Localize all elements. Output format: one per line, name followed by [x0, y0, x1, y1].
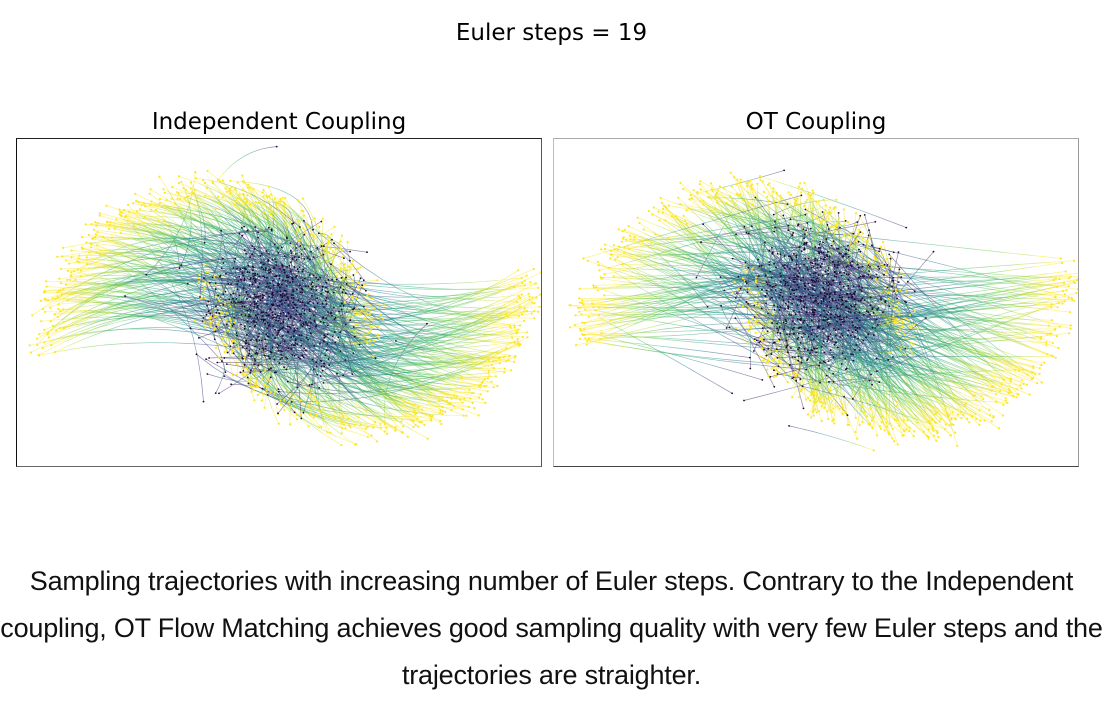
figure-suptitle: Euler steps = 19 [455, 20, 648, 46]
plot-ot-coupling [553, 138, 1079, 467]
figure-caption: Sampling trajectories with increasing nu… [0, 566, 1103, 690]
plot-independent-coupling [16, 138, 542, 467]
trajectory-lines [29, 146, 541, 446]
trajectory-plot-independent [28, 145, 541, 447]
trajectory-plot-ot [568, 169, 1078, 452]
panel-title-independent: Independent Coupling [151, 109, 407, 135]
source-points [695, 169, 935, 427]
source-points [124, 145, 428, 420]
target-points [568, 171, 1078, 452]
panel-title-ot: OT Coupling [745, 109, 887, 135]
